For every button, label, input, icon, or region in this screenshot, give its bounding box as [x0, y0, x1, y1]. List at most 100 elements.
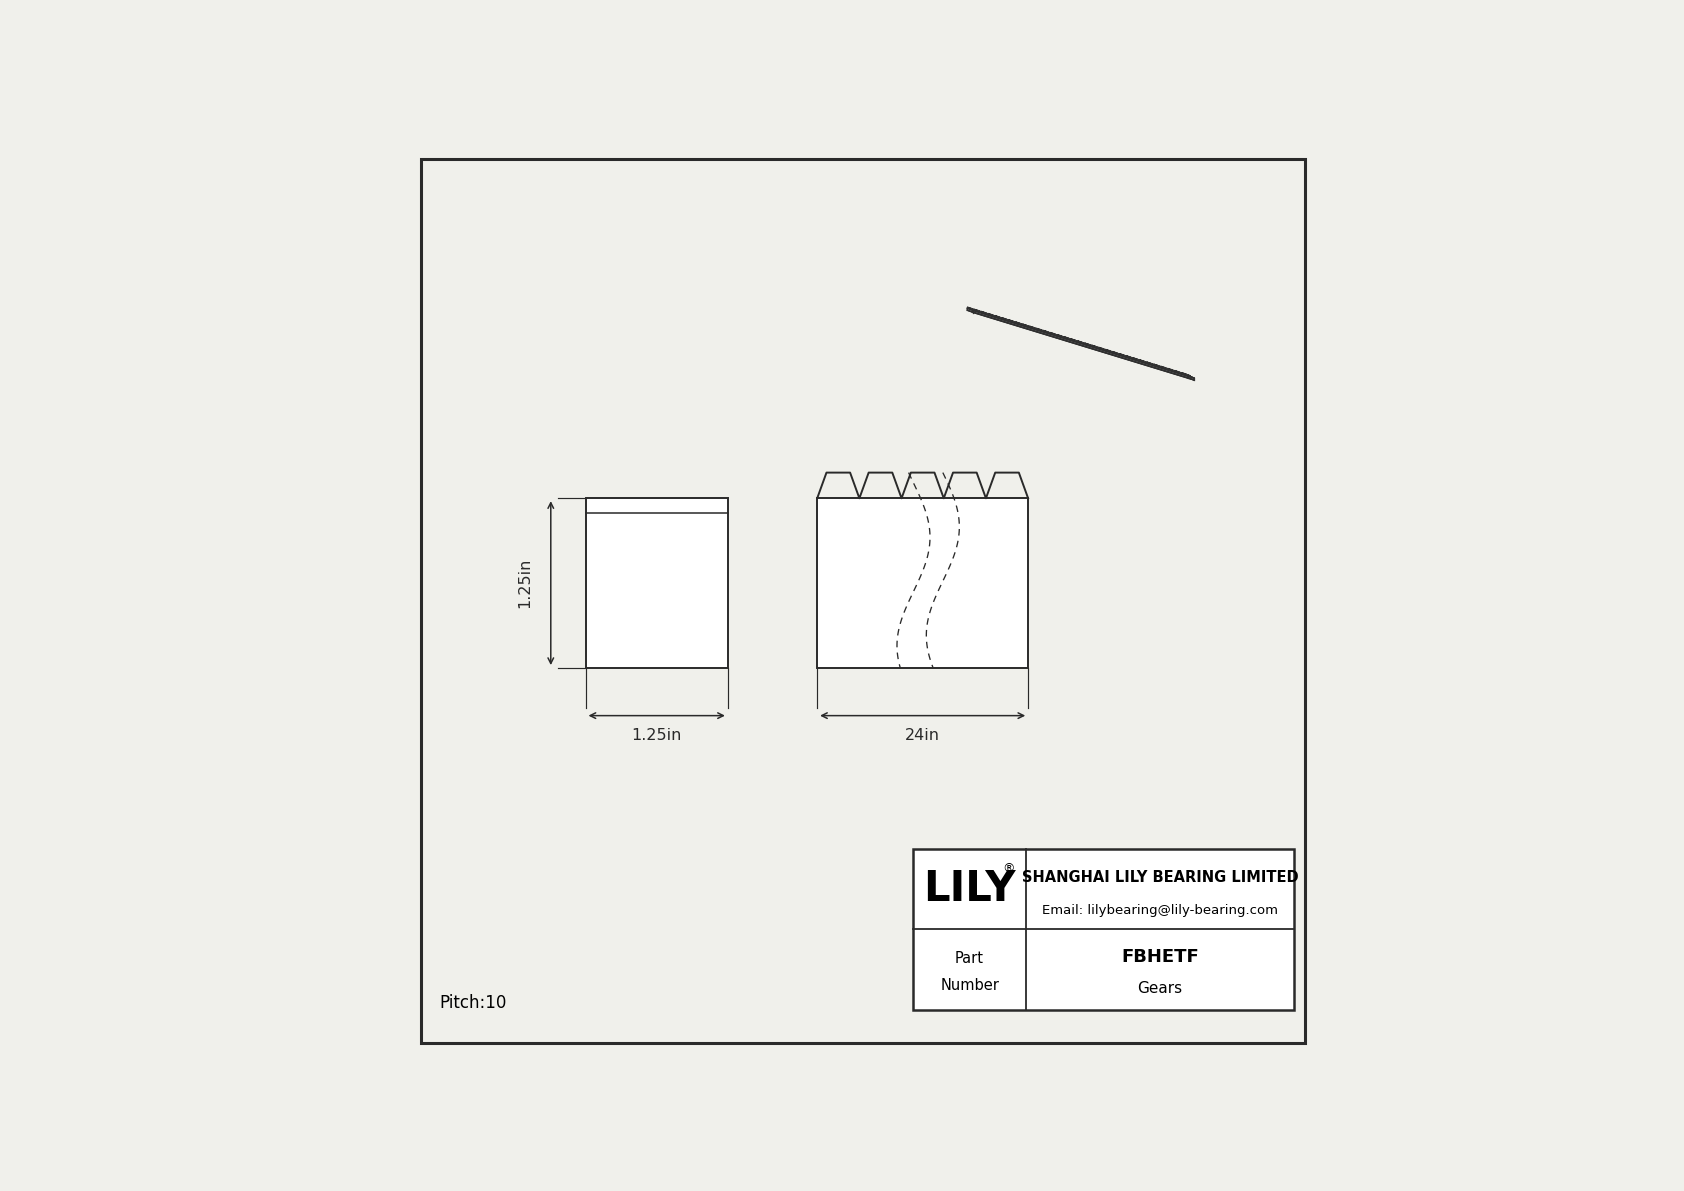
Polygon shape — [1036, 328, 1046, 331]
Polygon shape — [1138, 360, 1142, 362]
Polygon shape — [994, 316, 997, 318]
Polygon shape — [1132, 357, 1135, 360]
Polygon shape — [1095, 345, 1101, 349]
Bar — [817, 498, 1029, 668]
Polygon shape — [1170, 369, 1177, 373]
Polygon shape — [1015, 322, 1026, 325]
Polygon shape — [1071, 338, 1079, 342]
Text: 1.25in: 1.25in — [517, 557, 532, 609]
Polygon shape — [1118, 354, 1122, 356]
Polygon shape — [967, 307, 977, 310]
Polygon shape — [1186, 373, 1191, 376]
Polygon shape — [1143, 361, 1148, 364]
Polygon shape — [1145, 362, 1148, 364]
Polygon shape — [1042, 330, 1046, 332]
Polygon shape — [995, 316, 1004, 319]
Polygon shape — [1022, 324, 1026, 326]
Polygon shape — [978, 310, 983, 313]
Polygon shape — [967, 308, 1194, 378]
Polygon shape — [1164, 367, 1170, 370]
Polygon shape — [1000, 318, 1004, 320]
Polygon shape — [1026, 325, 1032, 329]
Polygon shape — [1189, 375, 1194, 380]
Polygon shape — [1137, 358, 1142, 362]
Polygon shape — [1120, 354, 1128, 356]
Polygon shape — [1069, 338, 1073, 341]
Polygon shape — [1009, 319, 1019, 323]
Polygon shape — [1005, 318, 1010, 322]
Text: ®: ® — [1002, 862, 1014, 875]
Polygon shape — [1044, 330, 1052, 333]
Text: Pitch:10: Pitch:10 — [440, 994, 507, 1012]
Polygon shape — [1058, 335, 1066, 338]
Text: Gears: Gears — [1137, 981, 1182, 996]
Polygon shape — [1047, 331, 1052, 335]
Polygon shape — [967, 308, 973, 312]
Polygon shape — [1130, 356, 1135, 360]
Polygon shape — [1174, 370, 1177, 373]
Polygon shape — [1051, 332, 1059, 336]
Polygon shape — [1180, 373, 1184, 375]
Polygon shape — [999, 317, 1004, 320]
Polygon shape — [1022, 324, 1032, 328]
Polygon shape — [1054, 333, 1059, 337]
Polygon shape — [973, 310, 977, 312]
Polygon shape — [1012, 320, 1019, 324]
Polygon shape — [1127, 355, 1135, 358]
Polygon shape — [1078, 341, 1088, 344]
Polygon shape — [1111, 351, 1115, 354]
Polygon shape — [1098, 348, 1101, 349]
Text: Number: Number — [940, 978, 999, 993]
Polygon shape — [1007, 319, 1010, 322]
Polygon shape — [1088, 344, 1095, 348]
Text: FBHETF: FBHETF — [1122, 948, 1199, 966]
Polygon shape — [1091, 345, 1095, 348]
Polygon shape — [1084, 343, 1095, 347]
Polygon shape — [1154, 364, 1164, 367]
Text: SHANGHAI LILY BEARING LIMITED: SHANGHAI LILY BEARING LIMITED — [1022, 871, 1298, 885]
Polygon shape — [980, 311, 983, 313]
Polygon shape — [967, 308, 1189, 378]
Polygon shape — [973, 308, 983, 312]
Polygon shape — [1133, 357, 1142, 361]
Polygon shape — [1002, 318, 1010, 320]
Polygon shape — [1056, 335, 1059, 337]
Polygon shape — [1063, 337, 1066, 339]
Polygon shape — [970, 308, 977, 312]
Polygon shape — [1150, 363, 1157, 367]
Polygon shape — [1108, 350, 1115, 354]
Text: 1.25in: 1.25in — [632, 729, 682, 743]
Text: 24in: 24in — [906, 729, 940, 743]
Polygon shape — [1116, 353, 1122, 356]
Polygon shape — [973, 311, 1194, 380]
Polygon shape — [1074, 339, 1079, 343]
Polygon shape — [1140, 360, 1148, 363]
Polygon shape — [1081, 342, 1088, 345]
Polygon shape — [1019, 323, 1026, 326]
Polygon shape — [1064, 336, 1073, 339]
Polygon shape — [989, 313, 997, 317]
Polygon shape — [1029, 326, 1032, 329]
Polygon shape — [1076, 341, 1079, 343]
Polygon shape — [1068, 337, 1073, 341]
Polygon shape — [1061, 336, 1066, 339]
Polygon shape — [992, 314, 997, 318]
Polygon shape — [1039, 329, 1046, 332]
Polygon shape — [982, 311, 990, 314]
Polygon shape — [1152, 364, 1157, 367]
Polygon shape — [1167, 368, 1177, 372]
Polygon shape — [1105, 349, 1108, 351]
Polygon shape — [1177, 372, 1184, 375]
Polygon shape — [1160, 366, 1170, 369]
Polygon shape — [1174, 370, 1184, 374]
Polygon shape — [1032, 326, 1039, 330]
Polygon shape — [1167, 368, 1170, 370]
Polygon shape — [1098, 347, 1108, 350]
Polygon shape — [1083, 343, 1088, 345]
Polygon shape — [1091, 345, 1101, 348]
Polygon shape — [1187, 375, 1191, 376]
Bar — [913, 849, 1293, 1010]
Polygon shape — [1147, 362, 1157, 366]
Polygon shape — [1157, 364, 1164, 368]
Polygon shape — [1123, 355, 1128, 358]
